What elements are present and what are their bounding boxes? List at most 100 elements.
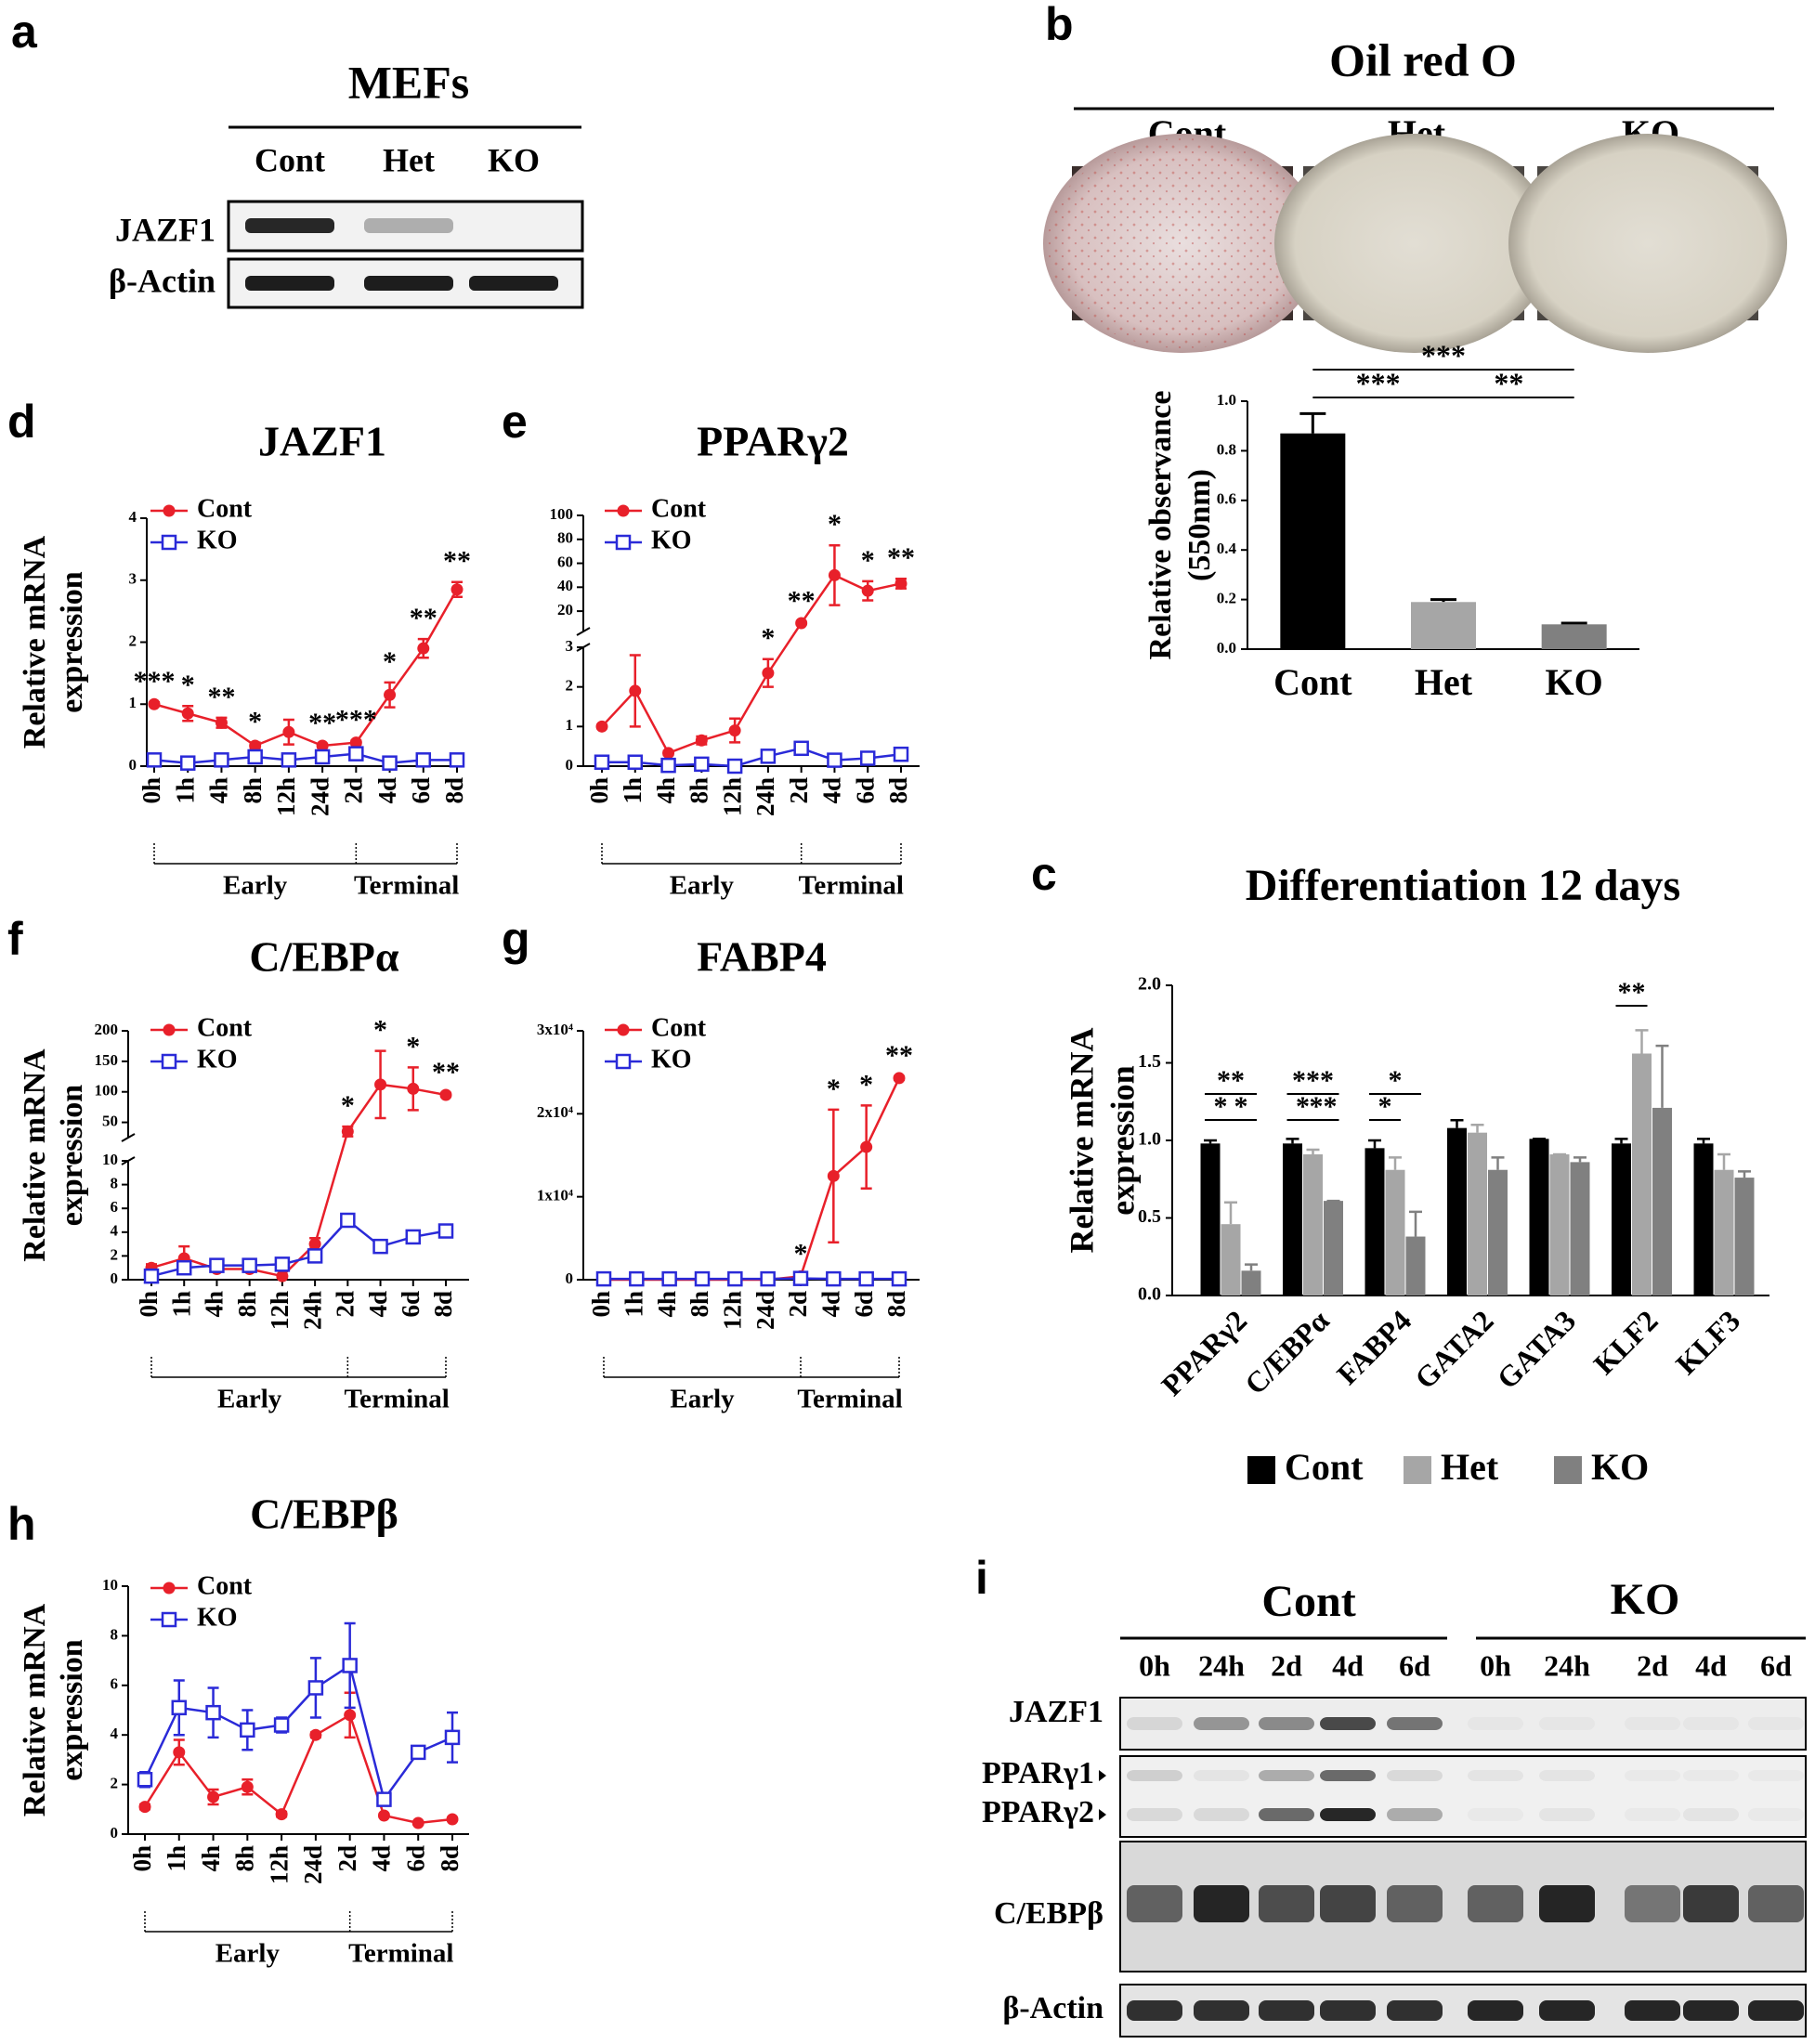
point	[595, 720, 608, 733]
band	[1387, 1885, 1443, 1922]
band	[1127, 2000, 1182, 2021]
x-tick-label: 2d	[784, 1291, 812, 1318]
band	[1468, 1717, 1523, 1730]
phase-label: Terminal	[797, 1385, 902, 1414]
band	[1748, 1808, 1804, 1821]
bar	[1652, 1107, 1672, 1295]
significance: **	[432, 1057, 460, 1087]
point	[342, 1658, 358, 1673]
y-tick-label: 0	[566, 1269, 574, 1287]
point	[240, 1722, 255, 1738]
y-tick-label: 100	[95, 1082, 119, 1100]
point	[407, 1082, 420, 1095]
point	[627, 754, 644, 770]
phase-label: Early	[217, 1385, 282, 1414]
legend-label: KO	[651, 1045, 692, 1074]
x-tick-label: KLF2	[1586, 1304, 1664, 1381]
point	[415, 752, 432, 768]
y-axis-label: Relative mRNA	[1063, 1028, 1100, 1254]
point	[214, 752, 229, 768]
error-bar	[1204, 1139, 1217, 1144]
y-tick-label: 40	[557, 577, 573, 594]
y-axis-label: (550nm)	[1182, 469, 1217, 581]
plate	[1508, 134, 1787, 353]
y-tick-label: 0	[566, 756, 574, 774]
phase-label: Early	[215, 1939, 281, 1969]
point	[181, 707, 194, 720]
point	[827, 1169, 840, 1182]
panel-letter: h	[7, 1498, 36, 1550]
significance: *	[859, 1069, 873, 1100]
point	[171, 1699, 188, 1716]
y-tick-label: 4	[111, 1222, 119, 1240]
gel-title: MEFs	[348, 56, 470, 108]
x-tick-label: 0h	[587, 1291, 615, 1318]
y-axis-label: expression	[1103, 1065, 1141, 1215]
bracket-label: *	[1296, 1091, 1310, 1122]
significance: *	[341, 1090, 355, 1121]
lane-label: 24h	[1198, 1648, 1245, 1682]
bar	[1734, 1178, 1755, 1295]
significance: *	[827, 1074, 841, 1104]
x-tick-label: 12h	[266, 1291, 294, 1330]
blot-box	[1119, 1697, 1807, 1751]
band	[1468, 1885, 1523, 1922]
x-tick-label: 8h	[686, 777, 713, 804]
significance: *	[383, 646, 397, 677]
series-line	[143, 1663, 453, 1803]
legend-label: Cont	[1285, 1446, 1364, 1488]
x-tick-label: 24h	[751, 777, 779, 816]
point	[828, 568, 841, 581]
lane-label: 6d	[1760, 1648, 1792, 1682]
x-tick-label: 4d	[368, 1845, 396, 1872]
y-tick-label: 20	[557, 601, 573, 618]
y-tick-label: 2x10⁴	[537, 1103, 573, 1121]
point	[617, 1023, 630, 1036]
x-tick-label: 4h	[205, 777, 233, 804]
x-tick-label: 2d	[333, 1845, 361, 1872]
x-tick-label: 8d	[436, 1845, 464, 1872]
x-tick-label: 24h	[298, 1291, 326, 1330]
y-axis-label: expression	[55, 571, 89, 712]
band	[1320, 1770, 1376, 1781]
x-tick-label: KLF3	[1669, 1304, 1746, 1381]
point	[382, 755, 398, 771]
significance: **	[788, 586, 816, 617]
bar	[1541, 624, 1607, 649]
images-title: Oil red O	[1329, 33, 1517, 85]
y-axis-label: expression	[55, 1085, 89, 1226]
y-tick-label: 8	[111, 1625, 119, 1643]
point	[276, 1269, 289, 1282]
point	[595, 1270, 612, 1287]
band	[1683, 1717, 1739, 1730]
bar	[1303, 1154, 1323, 1295]
significance: ***	[335, 705, 377, 736]
band	[1748, 1770, 1804, 1781]
point	[827, 752, 842, 768]
bracket-label: ***	[1292, 1065, 1334, 1096]
error-bar	[1245, 1263, 1258, 1271]
x-tick-label: 8d	[440, 777, 468, 804]
bracket-label: *	[1378, 1091, 1392, 1122]
point	[629, 684, 642, 697]
point	[859, 750, 876, 766]
point	[894, 577, 908, 590]
point	[137, 1772, 153, 1788]
point	[215, 716, 228, 729]
point	[449, 752, 465, 768]
point	[163, 1023, 176, 1036]
x-tick-label: PPARγ2	[1155, 1304, 1253, 1402]
y-tick-label: 0.0	[1217, 639, 1236, 657]
bar	[1200, 1143, 1221, 1295]
x-tick-label: 12h	[272, 777, 300, 816]
band	[1387, 2000, 1443, 2021]
legend-swatch	[1247, 1456, 1275, 1484]
significance: *	[248, 707, 262, 737]
y-tick-label: 0.5	[1138, 1206, 1161, 1227]
x-tick-label: GATA2	[1408, 1304, 1500, 1396]
band	[1194, 2000, 1249, 2021]
band	[1259, 1717, 1314, 1730]
point	[860, 1140, 873, 1153]
x-tick-label: 4d	[818, 777, 846, 804]
